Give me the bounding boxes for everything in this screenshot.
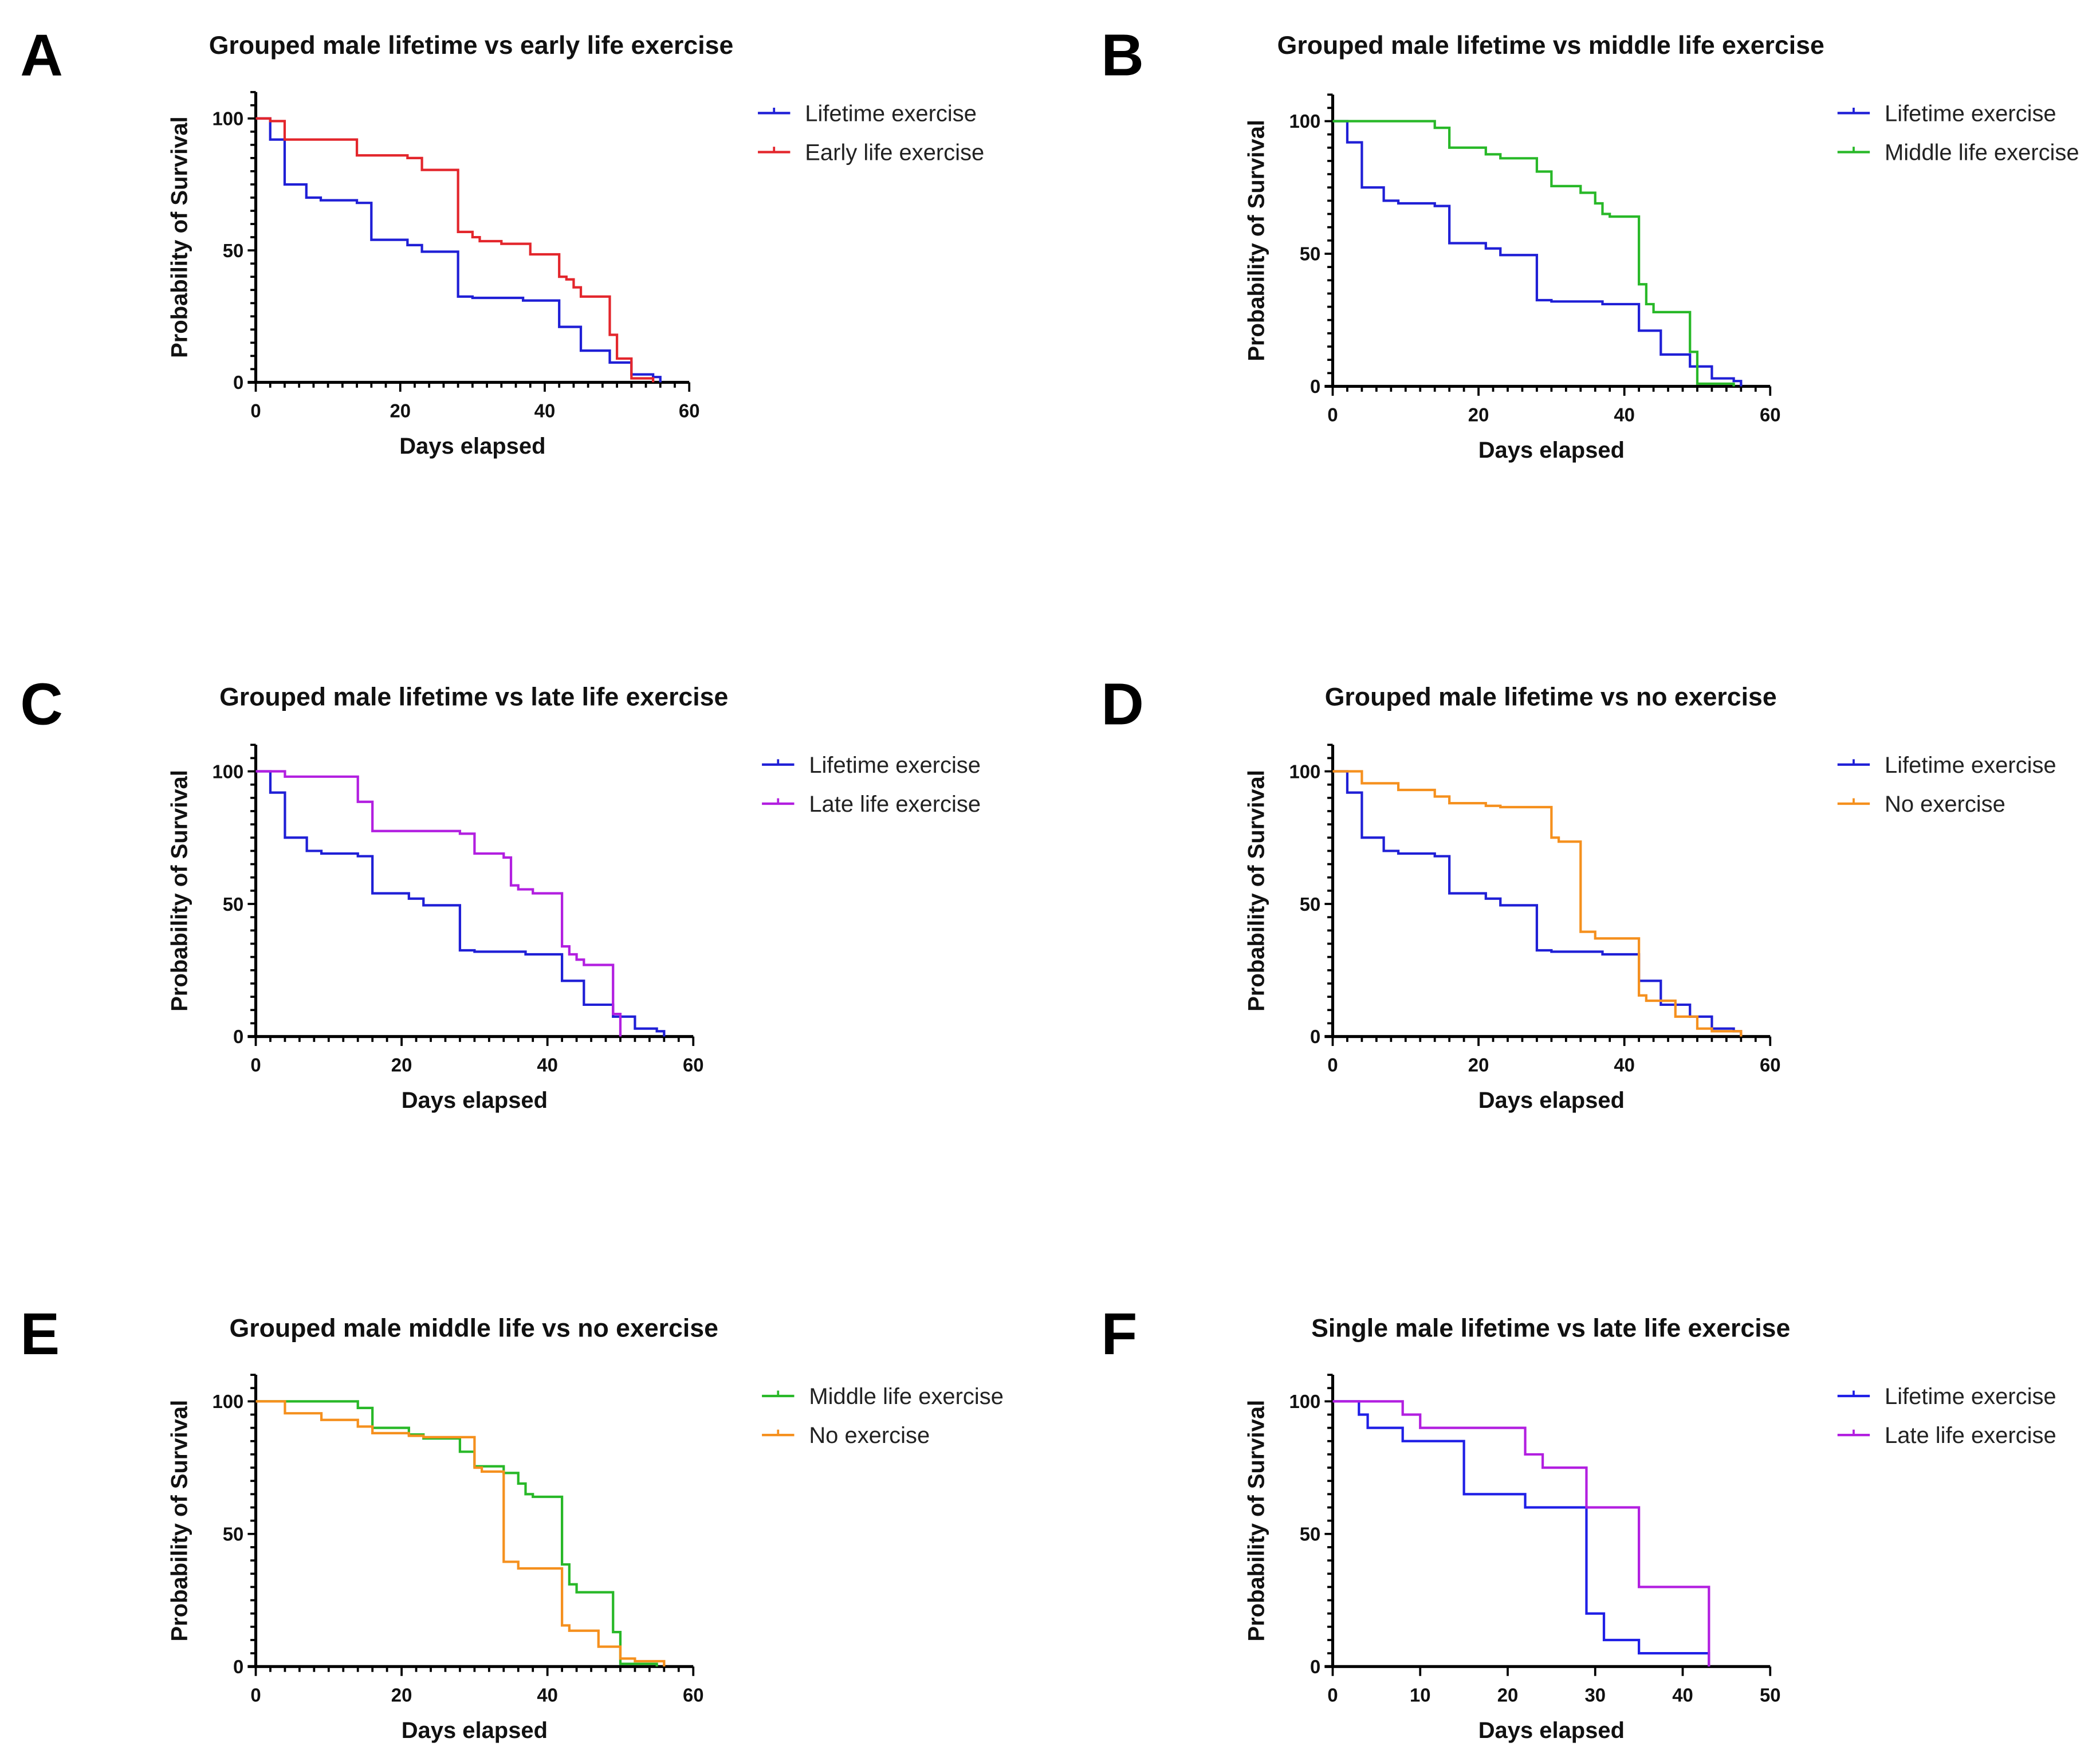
x-tick-label: 20 — [390, 400, 411, 422]
panel-letter: A — [20, 22, 63, 88]
y-tick-label: 0 — [1310, 1656, 1320, 1677]
panel-letter: F — [1101, 1300, 1137, 1367]
legend-label: Lifetime exercise — [1885, 101, 2056, 126]
y-tick-label: 100 — [212, 761, 243, 782]
panel-B: B Grouped male lifetime vs middle life ex… — [1101, 22, 2079, 463]
x-tick-label: 20 — [1468, 1055, 1489, 1076]
legend-label: Middle life exercise — [1885, 140, 2079, 166]
survival-curve-middle-life-exercise — [1332, 120, 1735, 387]
legend-label: Lifetime exercise — [1885, 753, 2056, 778]
legend-label: Early life exercise — [805, 140, 984, 166]
survival-curve-late-life-exercise — [1332, 1400, 1710, 1667]
chart-title: Grouped male lifetime vs early life exer… — [209, 32, 734, 60]
x-tick-label: 20 — [1497, 1684, 1519, 1705]
survival-curve-lifetime-exercise — [255, 117, 662, 383]
x-tick-label: 60 — [683, 1055, 704, 1076]
x-tick-label: 40 — [1672, 1684, 1693, 1705]
x-tick-label: 20 — [391, 1684, 412, 1705]
x-tick-label: 40 — [1614, 1055, 1635, 1076]
legend-label: No exercise — [809, 1423, 930, 1448]
y-tick-label: 0 — [1310, 1026, 1320, 1047]
legend-label: Lifetime exercise — [805, 101, 977, 126]
y-tick-label: 100 — [212, 108, 243, 129]
y-axis-label: Probability of Survival — [1244, 1400, 1269, 1642]
legend-label: Late life exercise — [1885, 1423, 2056, 1448]
legend-label: No exercise — [1885, 792, 2005, 817]
y-tick-label: 50 — [1300, 243, 1321, 265]
x-tick-label: 30 — [1584, 1684, 1606, 1705]
x-tick-label: 60 — [1760, 404, 1781, 426]
y-tick-label: 0 — [1310, 376, 1320, 397]
x-tick-label: 40 — [1614, 404, 1635, 426]
y-axis-label: Probability of Survival — [1244, 120, 1269, 361]
panel-F: F Single male lifetime vs late life exerc… — [1101, 1300, 2056, 1743]
x-tick-label: 40 — [537, 1684, 558, 1705]
x-tick-label: 60 — [1760, 1055, 1781, 1076]
y-tick-label: 0 — [233, 372, 243, 393]
chart-title: Grouped male lifetime vs middle life exe… — [1277, 32, 1824, 60]
x-tick-label: 60 — [679, 400, 700, 422]
x-axis-label: Days elapsed — [402, 1718, 548, 1743]
survival-curve-late-life-exercise — [255, 770, 622, 1037]
x-tick-label: 0 — [250, 1684, 261, 1705]
panel-letter: D — [1101, 670, 1144, 737]
panel-letter: E — [20, 1300, 60, 1367]
y-tick-label: 50 — [1300, 1524, 1321, 1545]
x-tick-label: 20 — [1468, 404, 1489, 426]
y-tick-label: 100 — [1289, 761, 1320, 782]
chart-title: Grouped male lifetime vs late life exerc… — [219, 683, 728, 711]
x-tick-label: 60 — [683, 1684, 704, 1705]
panel-C: C Grouped male lifetime vs late life exer… — [20, 670, 981, 1113]
survival-curve-early-life-exercise — [255, 117, 655, 383]
x-axis-label: Days elapsed — [1478, 1718, 1625, 1743]
x-axis-label: Days elapsed — [402, 1088, 548, 1113]
x-tick-label: 20 — [391, 1055, 412, 1076]
x-tick-label: 0 — [1327, 404, 1338, 426]
legend-label: Lifetime exercise — [1885, 1384, 2056, 1409]
y-axis-label: Probability of Survival — [167, 116, 192, 358]
x-tick-label: 0 — [1327, 1684, 1338, 1705]
survival-curve-no-exercise — [255, 1400, 666, 1667]
panel-E: E Grouped male middle life vs no exercise… — [20, 1300, 1004, 1743]
chart-title: Grouped male lifetime vs no exercise — [1325, 683, 1777, 711]
y-axis-label: Probability of Survival — [167, 770, 192, 1012]
panel-D: D Grouped male lifetime vs no exercise 0 50… — [1101, 670, 2056, 1113]
x-tick-label: 40 — [537, 1055, 558, 1076]
y-tick-label: 50 — [223, 240, 244, 261]
x-tick-label: 10 — [1410, 1684, 1431, 1705]
x-tick-label: 0 — [250, 400, 261, 422]
y-tick-label: 0 — [233, 1026, 243, 1047]
panel-letter: C — [20, 670, 63, 737]
survival-curve-no-exercise — [1332, 770, 1743, 1037]
chart-title: Single male lifetime vs late life exerci… — [1311, 1315, 1790, 1343]
y-tick-label: 100 — [1289, 1391, 1320, 1412]
survival-curve-lifetime-exercise — [1332, 770, 1743, 1037]
y-tick-label: 0 — [233, 1656, 243, 1677]
panel-A: A Grouped male lifetime vs early life exe… — [20, 22, 984, 459]
y-tick-label: 100 — [212, 1391, 243, 1412]
y-axis-label: Probability of Survival — [1244, 770, 1269, 1012]
x-tick-label: 0 — [250, 1055, 261, 1076]
legend-label: Lifetime exercise — [809, 753, 981, 778]
y-tick-label: 50 — [1300, 894, 1321, 915]
survival-curve-lifetime-exercise — [255, 770, 666, 1037]
y-tick-label: 100 — [1289, 111, 1320, 132]
x-tick-label: 40 — [534, 400, 556, 422]
survival-curve-middle-life-exercise — [255, 1400, 658, 1667]
legend-label: Late life exercise — [809, 792, 981, 817]
y-tick-label: 50 — [223, 1524, 244, 1545]
y-tick-label: 50 — [223, 894, 244, 915]
legend-label: Middle life exercise — [809, 1384, 1004, 1409]
chart-title: Grouped male middle life vs no exercise — [229, 1315, 718, 1343]
survival-curve-lifetime-exercise — [1332, 1400, 1710, 1667]
y-axis-label: Probability of Survival — [167, 1400, 192, 1642]
x-axis-label: Days elapsed — [399, 434, 545, 459]
x-tick-label: 0 — [1327, 1055, 1338, 1076]
x-axis-label: Days elapsed — [1478, 1088, 1625, 1113]
x-axis-label: Days elapsed — [1478, 438, 1625, 463]
x-tick-label: 50 — [1760, 1684, 1781, 1705]
panel-letter: B — [1101, 22, 1144, 88]
